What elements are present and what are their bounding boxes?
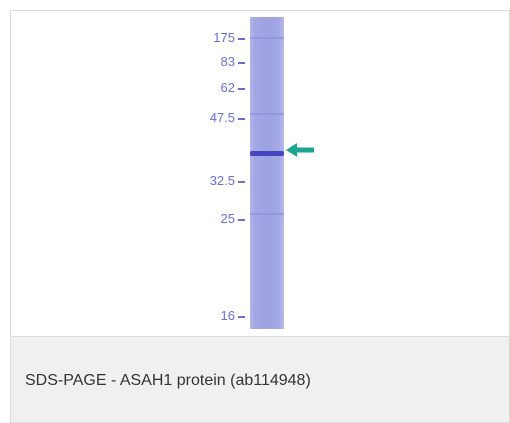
marker-label-16: 16 [175,308,245,324]
marker-label-83: 83 [175,54,245,70]
marker-tick [238,87,245,90]
marker-tick [238,61,245,64]
marker-label-32-5: 32.5 [175,173,245,189]
marker-tick [238,117,245,120]
protein-band [250,151,284,156]
marker-tick [238,218,245,221]
marker-label-62: 62 [175,80,245,96]
marker-label-175: 175 [175,30,245,46]
marker-tick [238,37,245,40]
gel-lane [250,17,284,329]
faint-band [250,213,284,215]
gel-image: 175 83 62 47.5 32.5 25 16 [11,11,509,336]
faint-band [250,37,284,39]
marker-label-25: 25 [175,211,245,227]
faint-band [250,113,284,115]
figure-caption: SDS-PAGE - ASAH1 protein (ab114948) [25,372,311,389]
caption-area: SDS-PAGE - ASAH1 protein (ab114948) [11,336,509,422]
marker-tick [238,315,245,318]
marker-label-47-5: 47.5 [175,110,245,126]
left-arrow-icon [286,143,314,157]
marker-tick [238,180,245,183]
figure-card: 175 83 62 47.5 32.5 25 16 SDS-PAGE - ASA… [10,10,510,423]
